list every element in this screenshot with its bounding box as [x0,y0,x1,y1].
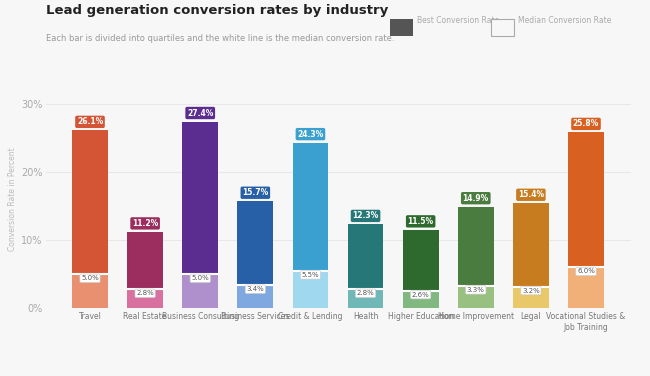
Text: Each bar is divided into quartiles and the white line is the median conversion r: Each bar is divided into quartiles and t… [46,34,394,43]
Text: 2.6%: 2.6% [412,292,430,298]
Bar [403,230,439,308]
Text: 15.4%: 15.4% [518,190,544,203]
Bar [72,130,108,308]
Bar [458,207,494,308]
Bar [348,224,383,289]
Text: 5.0%: 5.0% [191,275,209,281]
Text: 27.4%: 27.4% [187,109,213,121]
Y-axis label: Conversion Rate in Percent: Conversion Rate in Percent [8,147,17,251]
Text: Best Conversion Rate: Best Conversion Rate [417,16,500,25]
Bar [237,201,273,308]
Text: 14.9%: 14.9% [463,194,489,207]
Text: 3.4%: 3.4% [246,286,264,292]
Bar [403,230,439,291]
Text: 3.2%: 3.2% [522,288,540,294]
Bar [568,132,604,267]
Bar [182,121,218,308]
Text: 5.5%: 5.5% [302,272,319,278]
Text: 5.0%: 5.0% [81,275,99,281]
Bar [127,232,163,289]
Text: Median Conversion Rate: Median Conversion Rate [518,16,612,25]
Text: 24.3%: 24.3% [297,130,324,143]
Bar [72,130,108,274]
Text: 11.2%: 11.2% [132,219,158,232]
Text: 25.8%: 25.8% [573,120,599,132]
Bar [348,224,383,308]
Bar [127,232,163,308]
Text: 12.3%: 12.3% [352,211,379,224]
Bar [513,203,549,287]
Text: 3.3%: 3.3% [467,287,485,293]
Text: 26.1%: 26.1% [77,117,103,130]
Bar [292,143,328,271]
Text: 11.5%: 11.5% [408,217,434,230]
Text: 6.0%: 6.0% [577,268,595,274]
Text: 2.8%: 2.8% [136,290,154,296]
Bar [513,203,549,308]
Text: 2.8%: 2.8% [357,290,374,296]
Text: 15.7%: 15.7% [242,188,268,201]
Bar [458,207,494,286]
Text: Lead generation conversion rates by industry: Lead generation conversion rates by indu… [46,4,388,17]
Bar [292,143,328,308]
Bar [182,121,218,274]
Bar [568,132,604,308]
Bar [237,201,273,285]
